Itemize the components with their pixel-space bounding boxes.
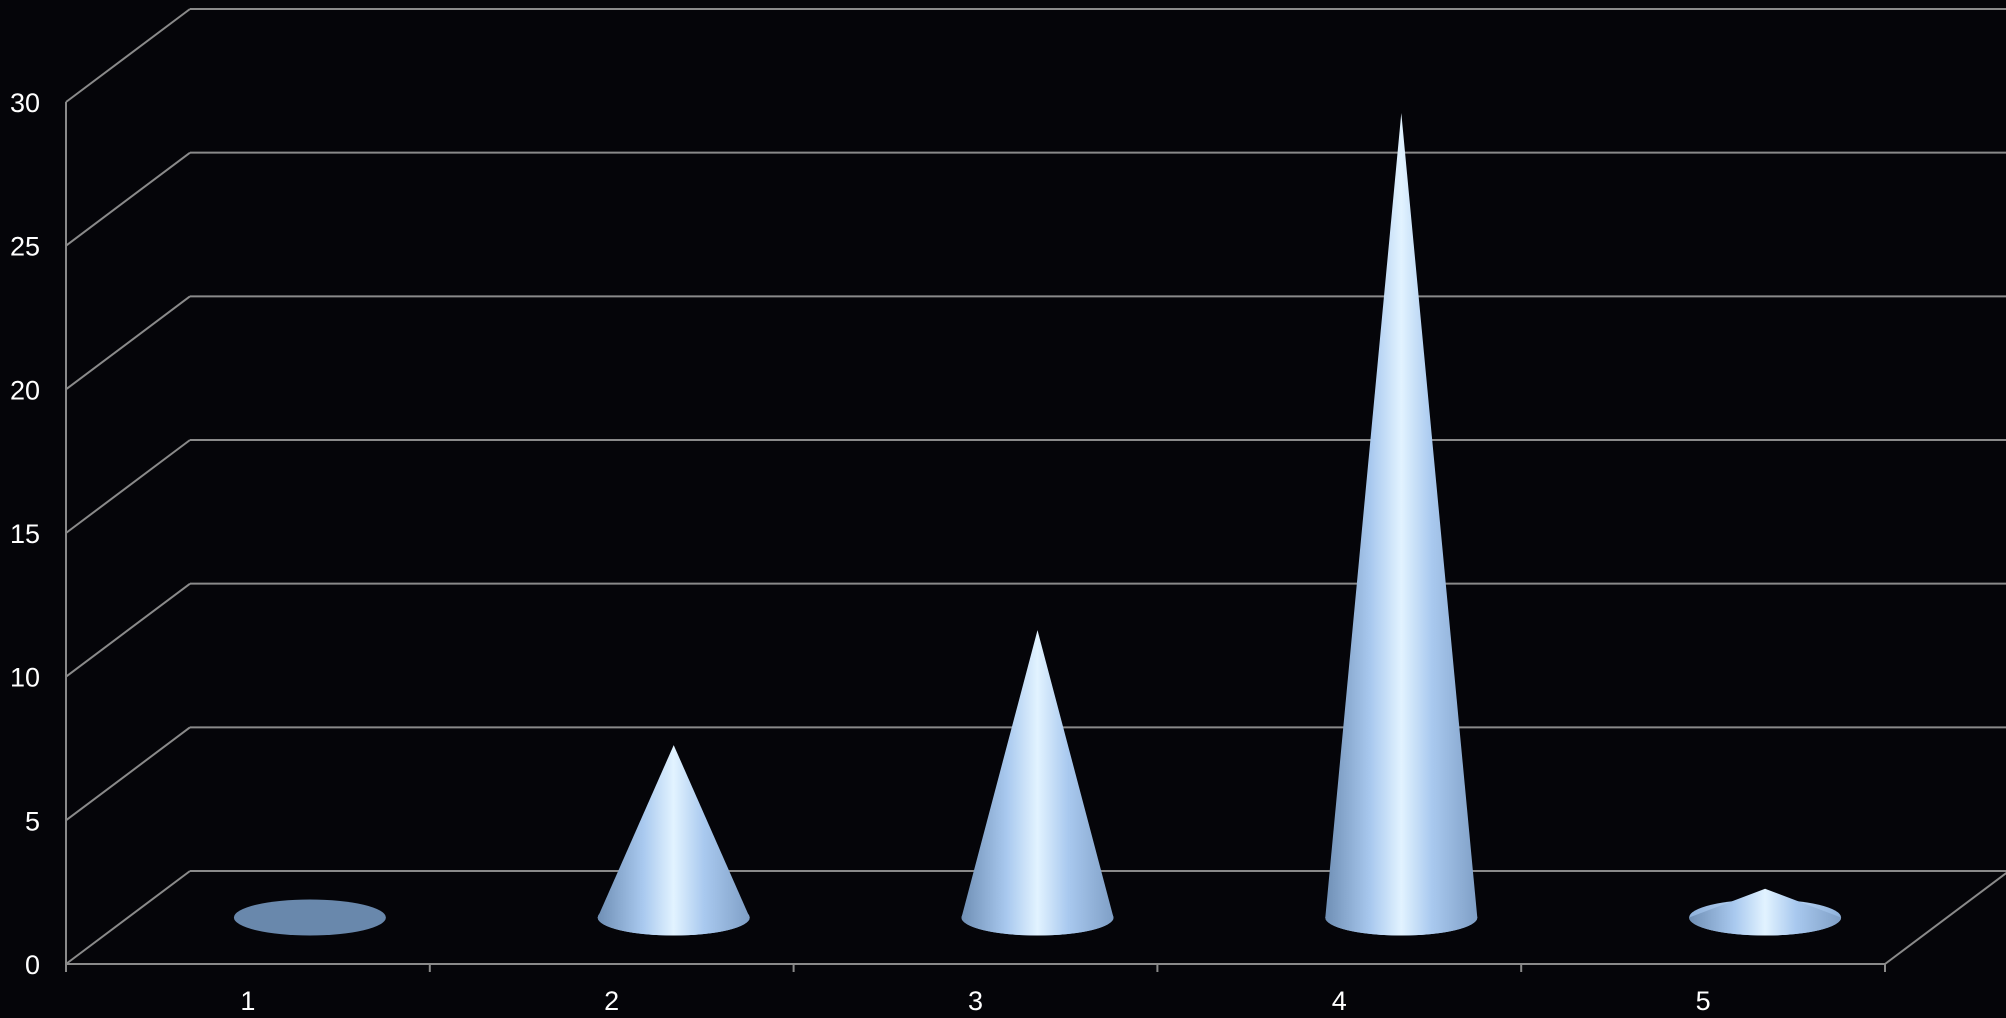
y-tick-label: 25: [10, 232, 40, 262]
x-tick-label: 5: [1696, 986, 1711, 1013]
y-tick-label: 0: [25, 950, 40, 980]
x-tick-label: 4: [1332, 986, 1347, 1013]
x-tick-label: 2: [604, 986, 619, 1013]
floor-right-edge: [1884, 872, 2006, 965]
cone-body: [1689, 888, 1842, 936]
gridline-diagonal: [65, 151, 191, 247]
x-tick-label: 3: [968, 986, 983, 1013]
cone-bar: [1689, 888, 1842, 936]
gridline-diagonal: [65, 439, 191, 534]
cone-bar: [961, 630, 1114, 936]
axes: [65, 102, 1886, 972]
y-tick-label: 30: [10, 88, 40, 118]
gridline-diagonal: [65, 726, 191, 822]
cone-body: [597, 745, 750, 936]
gridline-diagonal: [65, 582, 191, 678]
cone-body: [1325, 112, 1478, 936]
cones: [233, 112, 1842, 936]
y-tick-label: 10: [10, 663, 40, 693]
gridline-diagonal: [65, 295, 191, 391]
gridline-diagonal: [65, 870, 191, 965]
y-tick-label: 15: [10, 519, 40, 549]
y-tick-label: 20: [10, 375, 40, 405]
cone-bar: [233, 899, 386, 936]
cone-bar: [1325, 112, 1478, 936]
cone-bar: [597, 745, 750, 936]
cone-body: [961, 630, 1114, 936]
y-tick-label: 5: [25, 806, 40, 836]
gridline-diagonal: [65, 8, 191, 103]
cone-base: [233, 899, 386, 936]
x-tick-label: 1: [240, 986, 255, 1013]
tick-labels: 0 5 10 15 20 25 30 1 2 3 4 5: [10, 88, 1711, 1016]
